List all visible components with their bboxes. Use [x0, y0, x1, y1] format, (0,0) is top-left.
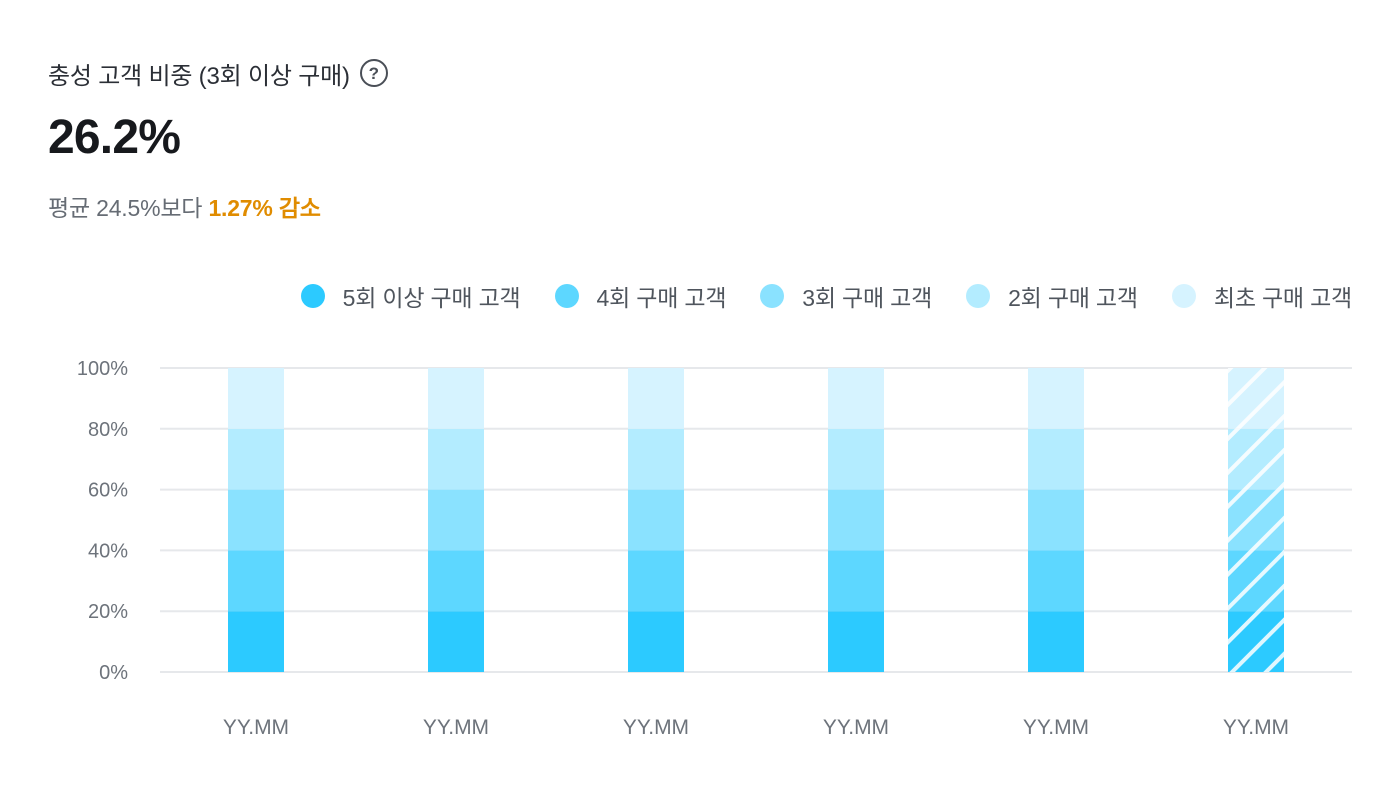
bar-segment[interactable]	[828, 611, 884, 672]
bar-segment[interactable]	[628, 550, 684, 612]
comparison-change: 1.27% 감소	[208, 195, 321, 221]
legend-item[interactable]: 2회 구매 고객	[966, 279, 1138, 313]
bar-segment[interactable]	[1028, 368, 1084, 429]
y-tick-label: 80%	[88, 419, 128, 441]
bar-segment[interactable]	[428, 368, 484, 429]
legend-label: 3회 구매 고객	[802, 285, 933, 311]
bar-segment[interactable]	[628, 428, 684, 490]
legend-label: 5회 이상 구매 고객	[342, 285, 521, 311]
bar-segment[interactable]	[228, 489, 284, 551]
x-tick-label: YY.MM	[623, 716, 689, 739]
question-circle-icon[interactable]: ?	[359, 59, 388, 87]
legend-swatch	[300, 284, 325, 308]
x-tick-label: YY.MM	[1023, 716, 1089, 739]
y-tick-label: 100%	[77, 358, 128, 380]
x-tick-label: YY.MM	[223, 716, 289, 739]
legend-item[interactable]: 4회 구매 고객	[554, 279, 727, 313]
x-tick-label: YY.MM	[1223, 716, 1289, 739]
bar-segment[interactable]	[1228, 368, 1284, 429]
bar-segment[interactable]	[428, 428, 484, 490]
bar-segment[interactable]	[428, 550, 484, 612]
bar-segment[interactable]	[828, 550, 884, 612]
bar-segment[interactable]	[1228, 428, 1284, 490]
grid-lines	[160, 367, 1352, 673]
bar-segment[interactable]	[228, 611, 284, 672]
axis-labels: 0% 20% 40% 60% 80% 100% YY.MM YY.MM YY.MM YY.MM YY…	[77, 358, 1289, 739]
bar-segment[interactable]	[628, 611, 684, 672]
bar-segment[interactable]	[228, 550, 284, 612]
bar-segment[interactable]	[428, 489, 484, 551]
comparison-prefix: 평균 24.5%보다	[48, 195, 209, 221]
x-tick-label: YY.MM	[423, 716, 489, 739]
legend-item[interactable]: 3회 구매 고객	[760, 279, 932, 313]
bar-segment[interactable]	[1028, 611, 1084, 672]
bar-segment[interactable]	[1028, 489, 1084, 551]
legend-item[interactable]: 5회 이상 구매 고객	[300, 279, 521, 313]
y-tick-label: 0%	[99, 662, 128, 684]
metric-value: 26.2%	[48, 111, 181, 164]
legend-swatch	[554, 284, 579, 308]
title-row: 충성 고객 비중 (3회 이상 구매) ?	[48, 56, 748, 90]
metric-header: 충성 고객 비중 (3회 이상 구매) ? 26.2% 평균 24.5%보다 1…	[48, 56, 748, 223]
y-tick-label: 40%	[88, 540, 128, 562]
bar-segment[interactable]	[228, 428, 284, 490]
bar-segment[interactable]	[1028, 428, 1084, 490]
legend-label: 2회 구매 고객	[1008, 285, 1138, 311]
legend-label: 최초 구매 고객	[1213, 285, 1352, 311]
legend-swatch	[760, 284, 785, 308]
bars	[228, 368, 1284, 672]
bar-segment[interactable]	[828, 368, 884, 429]
bar-segment[interactable]	[1028, 550, 1084, 612]
metric-title: 충성 고객 비중 (3회 이상 구매)	[48, 62, 350, 90]
bar-segment[interactable]	[628, 368, 684, 429]
bar-segment[interactable]	[1228, 611, 1284, 672]
y-tick-label: 60%	[88, 480, 128, 502]
bar-segment[interactable]	[628, 489, 684, 551]
bar-segment[interactable]	[828, 489, 884, 551]
stacked-bar-chart: 0% 20% 40% 60% 80% 100% YY.MM YY.MM YY.MM YY.MM YY…	[77, 358, 1352, 739]
bar-segment[interactable]	[1228, 489, 1284, 551]
y-tick-label: 20%	[88, 601, 128, 623]
legend-swatch	[966, 284, 991, 308]
legend-item[interactable]: 최초 구매 고객	[1171, 279, 1352, 313]
chart-legend: 5회 이상 구매 고객 4회 구매 고객 3회 구매 고객 2회 구매 고객 최초 구매…	[300, 279, 1352, 313]
bar-segment[interactable]	[228, 368, 284, 429]
legend-label: 4회 구매 고객	[596, 285, 727, 311]
x-tick-label: YY.MM	[823, 716, 889, 739]
bar-segment[interactable]	[1228, 550, 1284, 612]
legend-swatch	[1171, 284, 1196, 308]
bar-segment[interactable]	[828, 428, 884, 490]
comparison-text: 평균 24.5%보다 1.27% 감소	[48, 189, 748, 223]
bar-segment[interactable]	[428, 611, 484, 672]
